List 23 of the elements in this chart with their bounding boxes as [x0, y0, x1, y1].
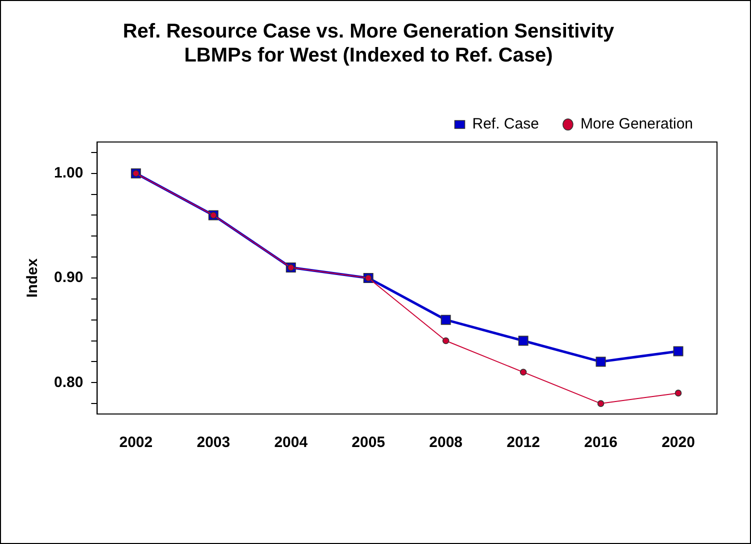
- point: [596, 356, 606, 367]
- x-tick-label: 2012: [506, 434, 540, 452]
- chart-title: Ref. Resource Case vs. More Generation Sensitivity LBMPs for West (Indexed to Ref. Case): [122, 20, 616, 67]
- point: [597, 400, 604, 407]
- legend-label: Ref. Case: [472, 116, 539, 133]
- x-tick-label: 2003: [196, 434, 230, 452]
- point: [673, 346, 684, 356]
- x-tick-label: 2016: [584, 434, 618, 452]
- x-tick-label: 2005: [352, 434, 386, 452]
- x-tick-label: 2008: [429, 434, 463, 452]
- x-tick-label: 2004: [274, 434, 308, 452]
- legend-label: More Generation: [580, 116, 694, 133]
- point: [520, 368, 527, 376]
- x-tick-label: 2020: [662, 434, 695, 452]
- y-tick-label: 1.00: [54, 164, 84, 182]
- point: [440, 314, 451, 325]
- y-axis-title: Index: [24, 258, 42, 298]
- y-tick-label: 0.90: [54, 269, 84, 286]
- point: [518, 336, 528, 346]
- point: [442, 337, 450, 344]
- x-tick-label: 2002: [119, 434, 153, 452]
- y-tick-label: 0.80: [54, 374, 84, 391]
- point: [674, 390, 682, 396]
